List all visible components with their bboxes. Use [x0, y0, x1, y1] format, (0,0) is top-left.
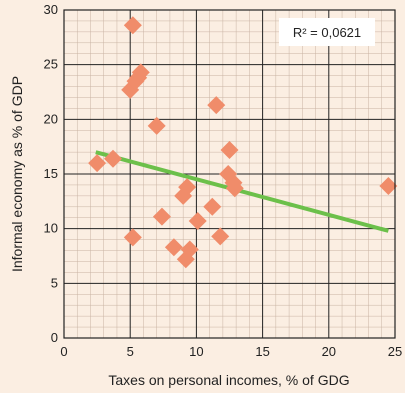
scatter-point [152, 207, 171, 226]
y-tick-label: 15 [44, 166, 58, 181]
r2-annotation: R² = 0,0621 [293, 25, 361, 40]
scatter-point [207, 96, 226, 115]
x-tick-label: 15 [255, 344, 269, 359]
scatter-point [178, 178, 197, 197]
r2-box: R² = 0,0621 [279, 18, 375, 46]
scatter-point [225, 179, 244, 198]
x-tick-label: 25 [388, 344, 402, 359]
x-tick-label: 0 [60, 344, 67, 359]
x-tick-label: 10 [189, 344, 203, 359]
y-tick-label: 0 [51, 330, 58, 345]
scatter-point [131, 63, 150, 82]
scatter-point [123, 228, 142, 247]
trend-line [95, 150, 389, 233]
scatter-point [164, 238, 183, 257]
scatter-point [188, 212, 207, 231]
x-tick-labels: 0 5 10 15 20 25 [60, 344, 402, 359]
scatter-point [88, 154, 107, 173]
x-axis-title: Taxes on personal incomes, % of GDG [108, 372, 349, 388]
scatter-point [180, 240, 199, 259]
scatter-point [147, 116, 166, 135]
scatter-point [203, 197, 222, 216]
trend-layer [95, 150, 389, 233]
x-tick-label: 5 [127, 344, 134, 359]
scatter-point [220, 140, 239, 159]
scatter-point [211, 227, 230, 246]
y-tick-label: 30 [44, 2, 58, 17]
y-tick-label: 5 [51, 275, 58, 290]
y-tick-label: 20 [44, 111, 58, 126]
y-axis-title: Informal economy as % of GDP [9, 76, 25, 272]
scatter-point [123, 16, 142, 35]
y-tick-label: 25 [44, 57, 58, 72]
y-tick-label: 10 [44, 221, 58, 236]
x-tick-label: 20 [322, 344, 336, 359]
scatter-point [103, 149, 122, 168]
points-layer [88, 16, 398, 269]
scatter-point [379, 177, 398, 196]
y-tick-labels: 0 5 10 15 20 25 30 [44, 2, 58, 345]
plot-frame [63, 9, 396, 339]
